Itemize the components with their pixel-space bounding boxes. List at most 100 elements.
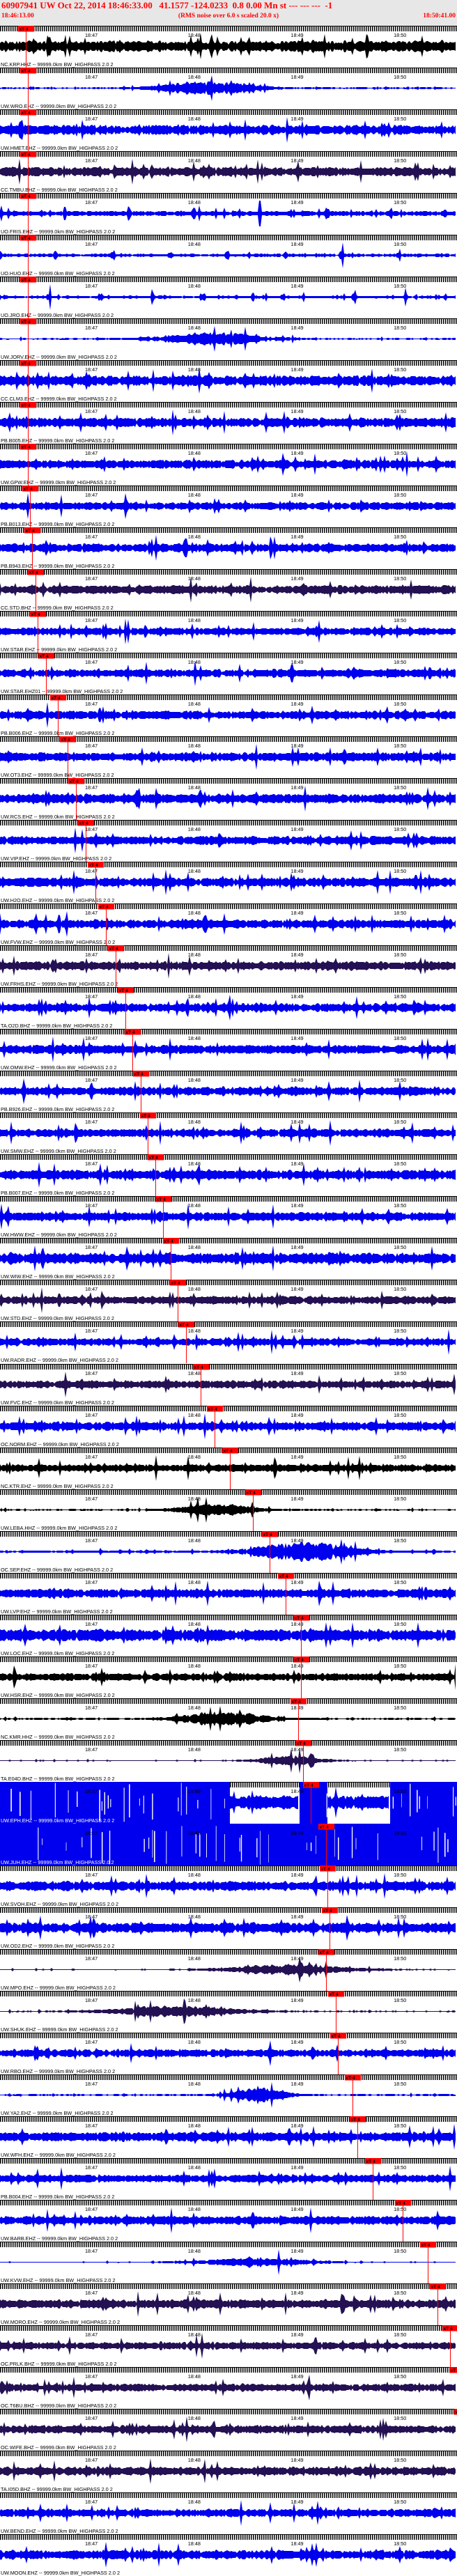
svg-text:18:50: 18:50 — [394, 492, 406, 498]
svg-text:18:49: 18:49 — [291, 450, 303, 456]
svg-text:18:48: 18:48 — [188, 492, 201, 498]
svg-text:xT 4: xT 4 — [208, 1406, 218, 1411]
svg-text:CC.STD.BHZ -- 99999.0km BW_HIG: CC.STD.BHZ -- 99999.0km BW_HIGHPASS 2.0 … — [1, 605, 114, 611]
svg-text:18:49: 18:49 — [291, 743, 303, 749]
svg-text:18:48: 18:48 — [188, 1830, 201, 1836]
svg-text:18:47: 18:47 — [85, 2457, 98, 2463]
svg-text:xT 4: xT 4 — [100, 905, 109, 910]
svg-text:xT 4: xT 4 — [351, 2118, 361, 2123]
svg-text:18:48: 18:48 — [188, 952, 201, 958]
svg-text:UW.H2O.EHZ -- 99999.0km BW_HIG: UW.H2O.EHZ -- 99999.0km BW_HIGHPASS 2.0 … — [1, 897, 114, 903]
svg-text:18:47: 18:47 — [85, 1579, 98, 1585]
svg-text:xT 4: xT 4 — [109, 947, 119, 952]
svg-text:NC.KTR.EHZ -- 99999.0km BW_HIG: NC.KTR.EHZ -- 99999.0km BW_HIGHPASS 2.0 … — [1, 1483, 114, 1489]
svg-text:18:49: 18:49 — [291, 1244, 303, 1250]
svg-text:18:48: 18:48 — [188, 701, 201, 707]
svg-text:18:47: 18:47 — [85, 325, 98, 331]
svg-text:18:50: 18:50 — [394, 450, 406, 456]
svg-text:18:50: 18:50 — [394, 32, 406, 38]
svg-text:18:47: 18:47 — [85, 2123, 98, 2129]
svg-text:18:47: 18:47 — [85, 743, 98, 749]
svg-text:xT 4: xT 4 — [304, 1783, 314, 1787]
svg-text:xT 4: xT 4 — [157, 1197, 166, 1202]
svg-text:OC.NORM.EHZ -- 99999.0km BW_HI: OC.NORM.EHZ -- 99999.0km BW_HIGHPASS 2.0… — [1, 1441, 119, 1448]
svg-text:18:48: 18:48 — [188, 993, 201, 1000]
svg-text:18:49: 18:49 — [291, 2415, 303, 2421]
svg-text:xT 4: xT 4 — [330, 1992, 339, 1997]
svg-text:18:47: 18:47 — [85, 784, 98, 791]
svg-text:18:47: 18:47 — [85, 1161, 98, 1167]
svg-text:18:48: 18:48 — [188, 32, 201, 38]
svg-text:18:50: 18:50 — [394, 2248, 406, 2254]
svg-text:18:47: 18:47 — [85, 157, 98, 164]
svg-text:PB.B926.EHZ -- 99999.0km BW_HI: PB.B926.EHZ -- 99999.0km BW_HIGHPASS 2.0… — [1, 1106, 114, 1112]
svg-text:xT 4: xT 4 — [320, 1950, 330, 1955]
svg-text:18:47: 18:47 — [85, 1663, 98, 1669]
svg-text:xT 4: xT 4 — [89, 863, 99, 868]
svg-text:18:50: 18:50 — [394, 199, 406, 205]
svg-text:xT 4: xT 4 — [224, 1448, 233, 1453]
svg-text:xT 4: xT 4 — [297, 1741, 307, 1746]
svg-text:18:49: 18:49 — [291, 116, 303, 122]
svg-text:18:48: 18:48 — [188, 2331, 201, 2338]
svg-text:18:48: 18:48 — [188, 1997, 201, 2003]
svg-text:xT 4: xT 4 — [79, 821, 89, 826]
svg-text:UW.LOC.EHZ -- 99999.0km BW_HIG: UW.LOC.EHZ -- 99999.0km BW_HIGHPASS 2.0 … — [1, 1650, 114, 1656]
svg-text:18:50: 18:50 — [394, 1746, 406, 1753]
svg-text:xT 4: xT 4 — [279, 1574, 289, 1578]
svg-text:18:47: 18:47 — [85, 2081, 98, 2087]
svg-text:18:47: 18:47 — [85, 283, 98, 289]
svg-text:18:48: 18:48 — [188, 366, 201, 373]
svg-text:18:50: 18:50 — [394, 1286, 406, 1292]
svg-text:xT 4: xT 4 — [52, 696, 61, 701]
svg-text:UW.SMW.EHZ -- 99999.0km BW_HIG: UW.SMW.EHZ -- 99999.0km BW_HIGHPASS 2.0 … — [1, 1148, 116, 1154]
svg-text:xT 4: xT 4 — [125, 1030, 135, 1035]
svg-text:18:49: 18:49 — [291, 1997, 303, 2003]
svg-text:18:49: 18:49 — [291, 1370, 303, 1376]
svg-text:18:50: 18:50 — [394, 1955, 406, 1962]
svg-text:18:50: 18:50 — [394, 1914, 406, 1920]
svg-text:NC.KMR.HHZ -- 99999.0km BW_HIG: NC.KMR.HHZ -- 99999.0km BW_HIGHPASS 2.0 … — [1, 1734, 115, 1740]
svg-text:UW.HWW.EHZ -- 99999.0km BW_HIG: UW.HWW.EHZ -- 99999.0km BW_HIGHPASS 2.0 … — [1, 1232, 117, 1238]
svg-text:xT 4: xT 4 — [295, 1657, 304, 1662]
svg-text:18:49: 18:49 — [291, 241, 303, 247]
svg-text:UO.JRO.EHZ -- 99999.0km BW_HIG: UO.JRO.EHZ -- 99999.0km BW_HIGHPASS 2.0 … — [1, 312, 114, 318]
svg-text:xT 4: xT 4 — [70, 779, 79, 784]
svg-text:xT 4: xT 4 — [194, 1365, 204, 1370]
svg-text:18:47: 18:47 — [85, 116, 98, 122]
svg-text:18:49: 18:49 — [291, 1035, 303, 1041]
svg-text:18:48: 18:48 — [188, 1621, 201, 1627]
svg-text:xT 4: xT 4 — [24, 487, 33, 492]
svg-text:18:49: 18:49 — [291, 575, 303, 582]
svg-text:18:50: 18:50 — [394, 659, 406, 665]
svg-text:18:48: 18:48 — [188, 2039, 201, 2045]
svg-text:18:47: 18:47 — [85, 32, 98, 38]
svg-text:18:49: 18:49 — [291, 2248, 303, 2254]
svg-text:18:49: 18:49 — [291, 1579, 303, 1585]
svg-text:UW.WRO.EHZ -- 99999.0km BW_HIG: UW.WRO.EHZ -- 99999.0km BW_HIGHPASS 2.0 … — [1, 103, 116, 109]
svg-text:18:48: 18:48 — [188, 2123, 201, 2129]
svg-text:18:50: 18:50 — [394, 1788, 406, 1794]
svg-text:18:48: 18:48 — [188, 2206, 201, 2212]
svg-text:18:47: 18:47 — [85, 1955, 98, 1962]
svg-text:18:47: 18:47 — [85, 1830, 98, 1836]
svg-text:18:49: 18:49 — [291, 199, 303, 205]
svg-text:18:49: 18:49 — [291, 993, 303, 1000]
svg-text:xT 4: xT 4 — [180, 1323, 189, 1328]
svg-text:xT 4: xT 4 — [321, 1866, 331, 1871]
svg-text:xT 4: xT 4 — [396, 2201, 406, 2206]
svg-text:18:48: 18:48 — [188, 2540, 201, 2547]
svg-text:18:48: 18:48 — [188, 1412, 201, 1418]
svg-text:18:49: 18:49 — [291, 701, 303, 707]
svg-text:UW.MOON.EHZ -- 99999.0km BW_HI: UW.MOON.EHZ -- 99999.0km BW_HIGHPASS 2.0… — [1, 2570, 120, 2576]
svg-text:PB.B943.EHZ -- 99999.0km BW_HI: PB.B943.EHZ -- 99999.0km BW_HIGHPASS 2.0… — [1, 563, 114, 569]
svg-text:OC.SEP.EHZ -- 99999.0km BW_HIG: OC.SEP.EHZ -- 99999.0km BW_HIGHPASS 2.0 … — [1, 1567, 113, 1573]
svg-text:UW.OD2.EHZ -- 99999.0km BW_HIG: UW.OD2.EHZ -- 99999.0km BW_HIGHPASS 2.0 … — [1, 1943, 114, 1949]
svg-text:18:50: 18:50 — [394, 1035, 406, 1041]
svg-text:18:47: 18:47 — [85, 1119, 98, 1125]
svg-text:18:49: 18:49 — [291, 910, 303, 916]
svg-text:xT 4: xT 4 — [119, 988, 129, 993]
svg-text:18:50: 18:50 — [394, 1244, 406, 1250]
svg-text:UW.VIP.EHZ -- 99999.0km BW_HIG: UW.VIP.EHZ -- 99999.0km BW_HIGHPASS 2.0 … — [1, 855, 111, 862]
svg-text:18:48: 18:48 — [188, 826, 201, 832]
